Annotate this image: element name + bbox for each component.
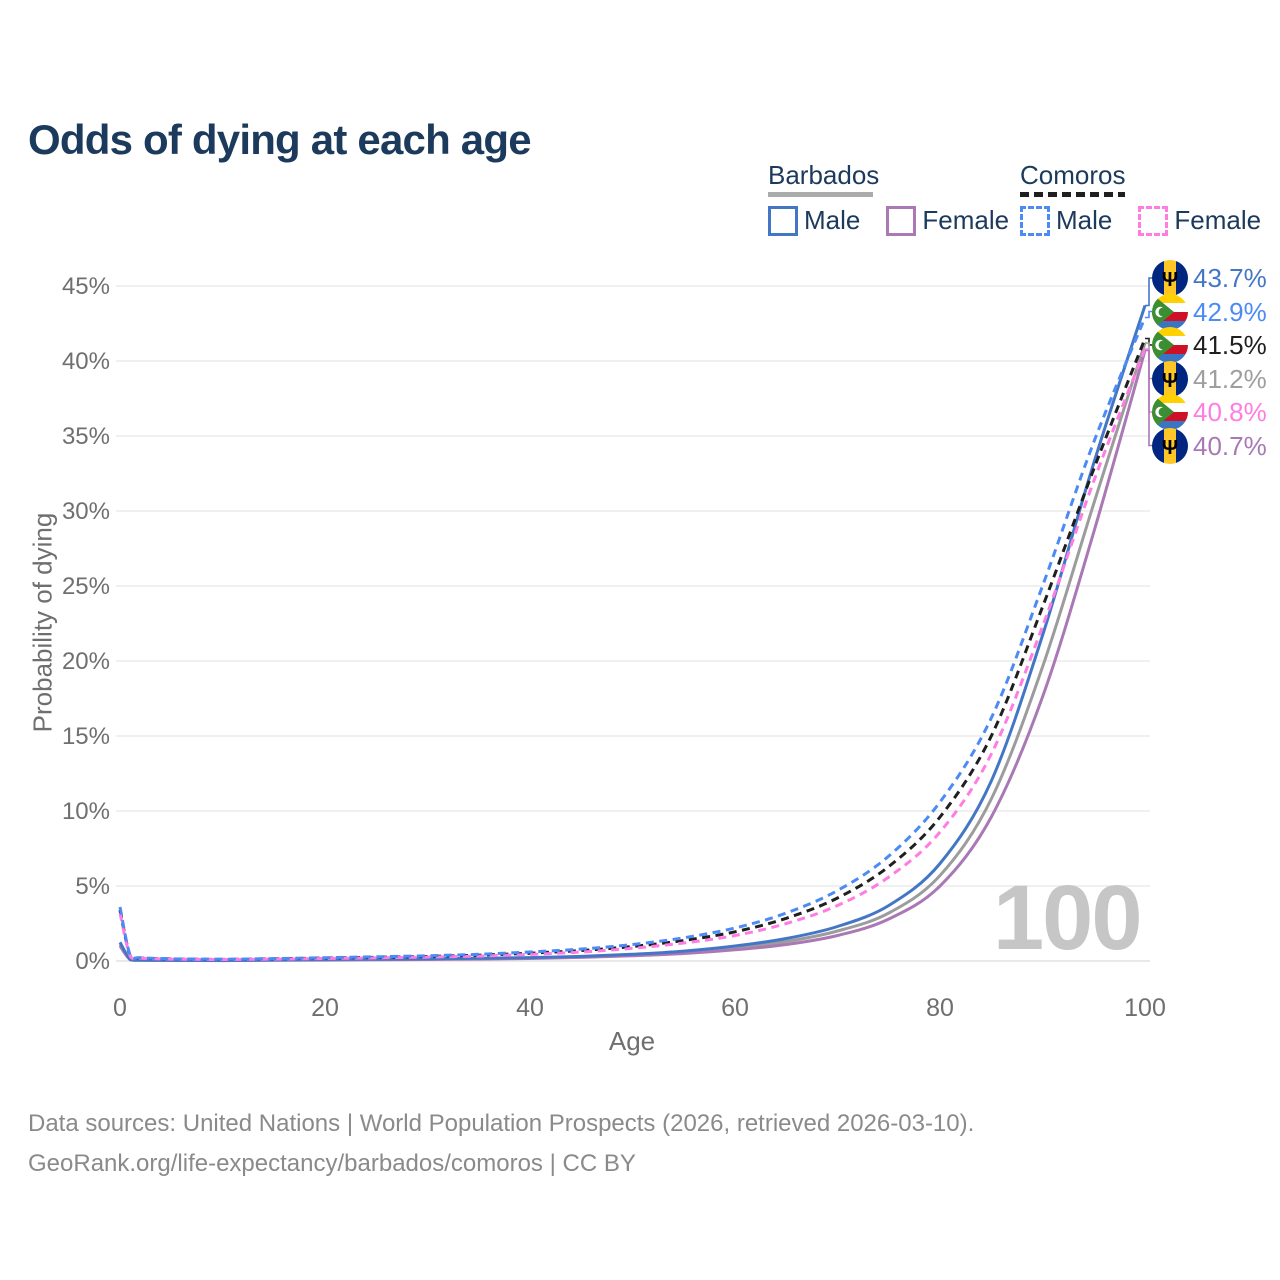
legend-swatch-comoros-male[interactable] bbox=[1020, 205, 1050, 236]
y-tick-label: 0% bbox=[75, 948, 110, 975]
legend-swatch-barbados-female[interactable] bbox=[886, 205, 917, 236]
y-tick-label: 45% bbox=[62, 273, 110, 300]
comoros-line-style-sample bbox=[1020, 192, 1125, 197]
barbados-flag-icon: Ψ bbox=[1152, 427, 1188, 464]
y-tick-label: 35% bbox=[62, 423, 110, 450]
x-tick-label: 80 bbox=[926, 994, 954, 1022]
legend-label-comoros-female[interactable]: Female bbox=[1174, 205, 1262, 235]
comoros-flag-icon bbox=[1152, 394, 1188, 430]
end-label-value: 42.9% bbox=[1193, 296, 1267, 327]
comoros-flag-icon bbox=[1152, 327, 1188, 363]
end-label-row: 42.9% bbox=[1152, 293, 1267, 330]
end-label-row: Ψ 43.7% bbox=[1152, 260, 1267, 296]
y-tick-label: 5% bbox=[75, 873, 110, 900]
series-line-barbados-male[interactable] bbox=[118, 305, 1147, 962]
legend-country-comoros: Comoros bbox=[1020, 160, 1126, 190]
series-line-comoros-female[interactable] bbox=[118, 348, 1147, 962]
legend-label-barbados-male[interactable]: Male bbox=[804, 205, 861, 235]
end-label-value: 43.7% bbox=[1193, 263, 1267, 293]
comoros-flag-icon bbox=[1152, 293, 1188, 330]
x-tick-label: 20 bbox=[311, 994, 339, 1022]
barbados-flag-image: Ψ bbox=[1152, 360, 1188, 397]
end-label-row: Ψ 40.7% bbox=[1152, 427, 1267, 464]
legend-group-comoros: Comoros Male Female bbox=[1020, 160, 1280, 236]
legend-label-barbados-female[interactable]: Female bbox=[922, 205, 1010, 235]
y-tick-label: 25% bbox=[62, 573, 110, 600]
footer-attribution: GeoRank.org/life-expectancy/barbados/com… bbox=[28, 1150, 636, 1177]
x-tick-label: 100 bbox=[1124, 994, 1166, 1022]
end-label-value: 40.8% bbox=[1193, 397, 1267, 427]
y-tick-label: 10% bbox=[62, 798, 110, 825]
y-tick-label: 30% bbox=[62, 498, 110, 525]
svg-text:Ψ: Ψ bbox=[1162, 370, 1178, 392]
end-label-value: 41.5% bbox=[1193, 330, 1267, 360]
legend-swatch-comoros-female[interactable] bbox=[1138, 205, 1169, 236]
barbados-flag-icon: Ψ bbox=[1152, 360, 1188, 397]
y-tick-label: 40% bbox=[62, 348, 110, 375]
footer: Data sources: United Nations | World Pop… bbox=[28, 1104, 974, 1184]
barbados-line-style-sample bbox=[768, 192, 873, 197]
svg-text:Ψ: Ψ bbox=[1162, 437, 1178, 459]
y-axis-title: Probability of dying bbox=[27, 512, 58, 733]
page-title: Odds of dying at each age bbox=[28, 116, 532, 164]
x-tick-label: 0 bbox=[113, 994, 127, 1022]
y-tick-label: 20% bbox=[62, 648, 110, 675]
series-line-comoros-both[interactable] bbox=[118, 337, 1147, 961]
age-counter-watermark: 100 bbox=[993, 867, 1143, 969]
end-label-value: 41.2% bbox=[1193, 363, 1267, 394]
barbados-flag-icon: Ψ bbox=[1152, 260, 1188, 296]
end-label-connector bbox=[1145, 310, 1153, 319]
x-tick-label: 40 bbox=[516, 994, 544, 1022]
barbados-flag-image: Ψ bbox=[1152, 427, 1188, 464]
end-label-row: 41.5% bbox=[1152, 327, 1267, 363]
end-label-connector bbox=[1145, 277, 1153, 307]
svg-text:Ψ: Ψ bbox=[1162, 269, 1178, 291]
series-line-comoros-male[interactable] bbox=[118, 316, 1147, 961]
series-line-barbados-female[interactable] bbox=[118, 350, 1147, 963]
x-axis-title: Age bbox=[608, 1026, 656, 1056]
x-tick-label: 60 bbox=[721, 994, 749, 1022]
legend-label-comoros-male[interactable]: Male bbox=[1056, 205, 1113, 235]
legend-swatch-barbados-male[interactable] bbox=[768, 205, 798, 236]
end-label-connector bbox=[1145, 349, 1153, 447]
comoros-flag-image bbox=[1152, 327, 1188, 363]
comoros-flag-image bbox=[1152, 394, 1188, 430]
legend-country-barbados: Barbados bbox=[768, 160, 880, 190]
footer-data-sources: Data sources: United Nations | World Pop… bbox=[28, 1110, 975, 1137]
end-label-row: 40.8% bbox=[1152, 394, 1267, 430]
end-label-value: 40.7% bbox=[1193, 430, 1267, 461]
end-label-connector bbox=[1145, 337, 1153, 346]
barbados-flag-image: Ψ bbox=[1152, 260, 1188, 296]
end-label-row: Ψ 41.2% bbox=[1152, 360, 1267, 397]
legend-group-barbados: Barbados Male Female bbox=[768, 160, 1035, 236]
comoros-flag-image bbox=[1152, 293, 1188, 330]
y-tick-label: 15% bbox=[62, 723, 110, 750]
